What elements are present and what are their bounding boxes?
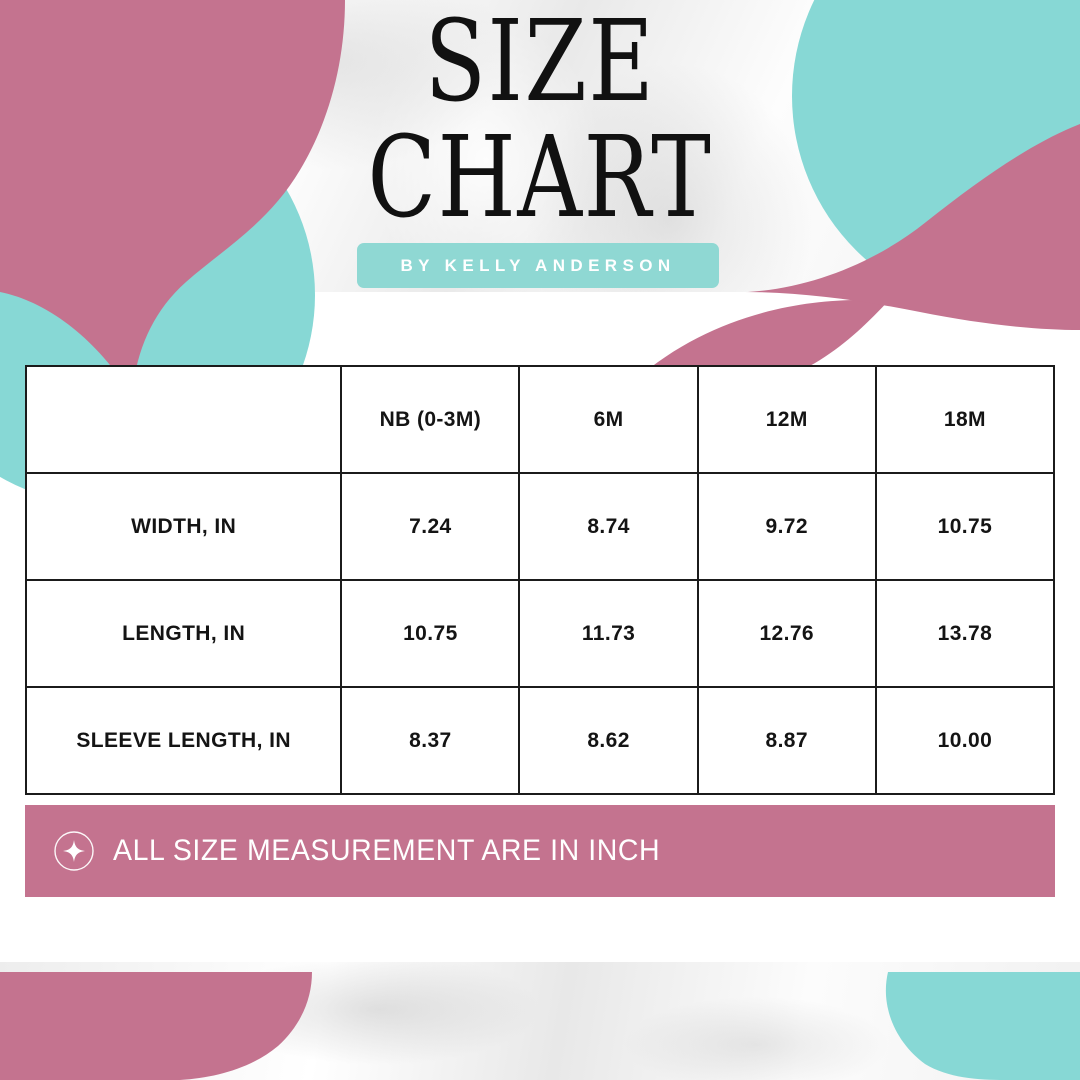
pink-blob-top-left [0,0,345,395]
byline-text: BY KELLY ANDERSON [400,255,676,275]
cell-width-nb: 7.24 [340,472,521,581]
size-chart-table: NB (0-3M) 6M 12M 18M WIDTH, IN 7.24 8.74… [24,365,1056,795]
row-label-sleeve-length: SLEEVE LENGTH, IN [24,686,343,795]
cell-sleeve-12m: 8.87 [696,686,877,795]
cell-length-12m: 12.76 [696,579,877,688]
teal-blob-bottom-right [885,972,1080,1080]
table-row: LENGTH, IN 10.75 11.73 12.76 13.78 [24,579,1056,688]
pink-blob-top-right-join [745,292,1080,330]
byline-badge: BY KELLY ANDERSON [357,243,719,288]
poster-title-block: SIZE CHART [0,0,1080,243]
sparkle-in-circle-icon [53,830,95,872]
cell-width-12m: 9.72 [696,472,877,581]
pink-blob-bottom-left [0,972,312,1080]
cell-width-18m: 10.75 [874,472,1056,581]
table-row: SLEEVE LENGTH, IN 8.37 8.62 8.87 10.00 [24,686,1056,795]
cell-sleeve-6m: 8.62 [518,686,699,795]
row-label-width: WIDTH, IN [24,472,343,581]
column-header-6m: 6M [518,365,699,474]
table-header-row: NB (0-3M) 6M 12M 18M [24,365,1056,474]
title-line-1: SIZE [424,0,656,127]
cell-length-6m: 11.73 [518,579,699,688]
table-row: WIDTH, IN 7.24 8.74 9.72 10.75 [24,472,1056,581]
column-header-12m: 12M [696,365,877,474]
column-header-nb: NB (0-3M) [340,365,521,474]
cell-width-6m: 8.74 [518,472,699,581]
measurement-note-banner: ALL SIZE MEASUREMENT ARE IN INCH [25,805,1055,897]
pink-blob-top-right [748,124,1080,292]
column-header-18m: 18M [874,365,1056,474]
cell-sleeve-nb: 8.37 [340,686,521,795]
title-line-2: CHART [367,112,713,243]
cell-length-nb: 10.75 [340,579,521,688]
measurement-note-text: ALL SIZE MEASUREMENT ARE IN INCH [113,834,661,867]
cell-sleeve-18m: 10.00 [874,686,1056,795]
table-corner-cell [24,365,343,474]
cell-length-18m: 13.78 [874,579,1056,688]
row-label-length: LENGTH, IN [24,579,343,688]
